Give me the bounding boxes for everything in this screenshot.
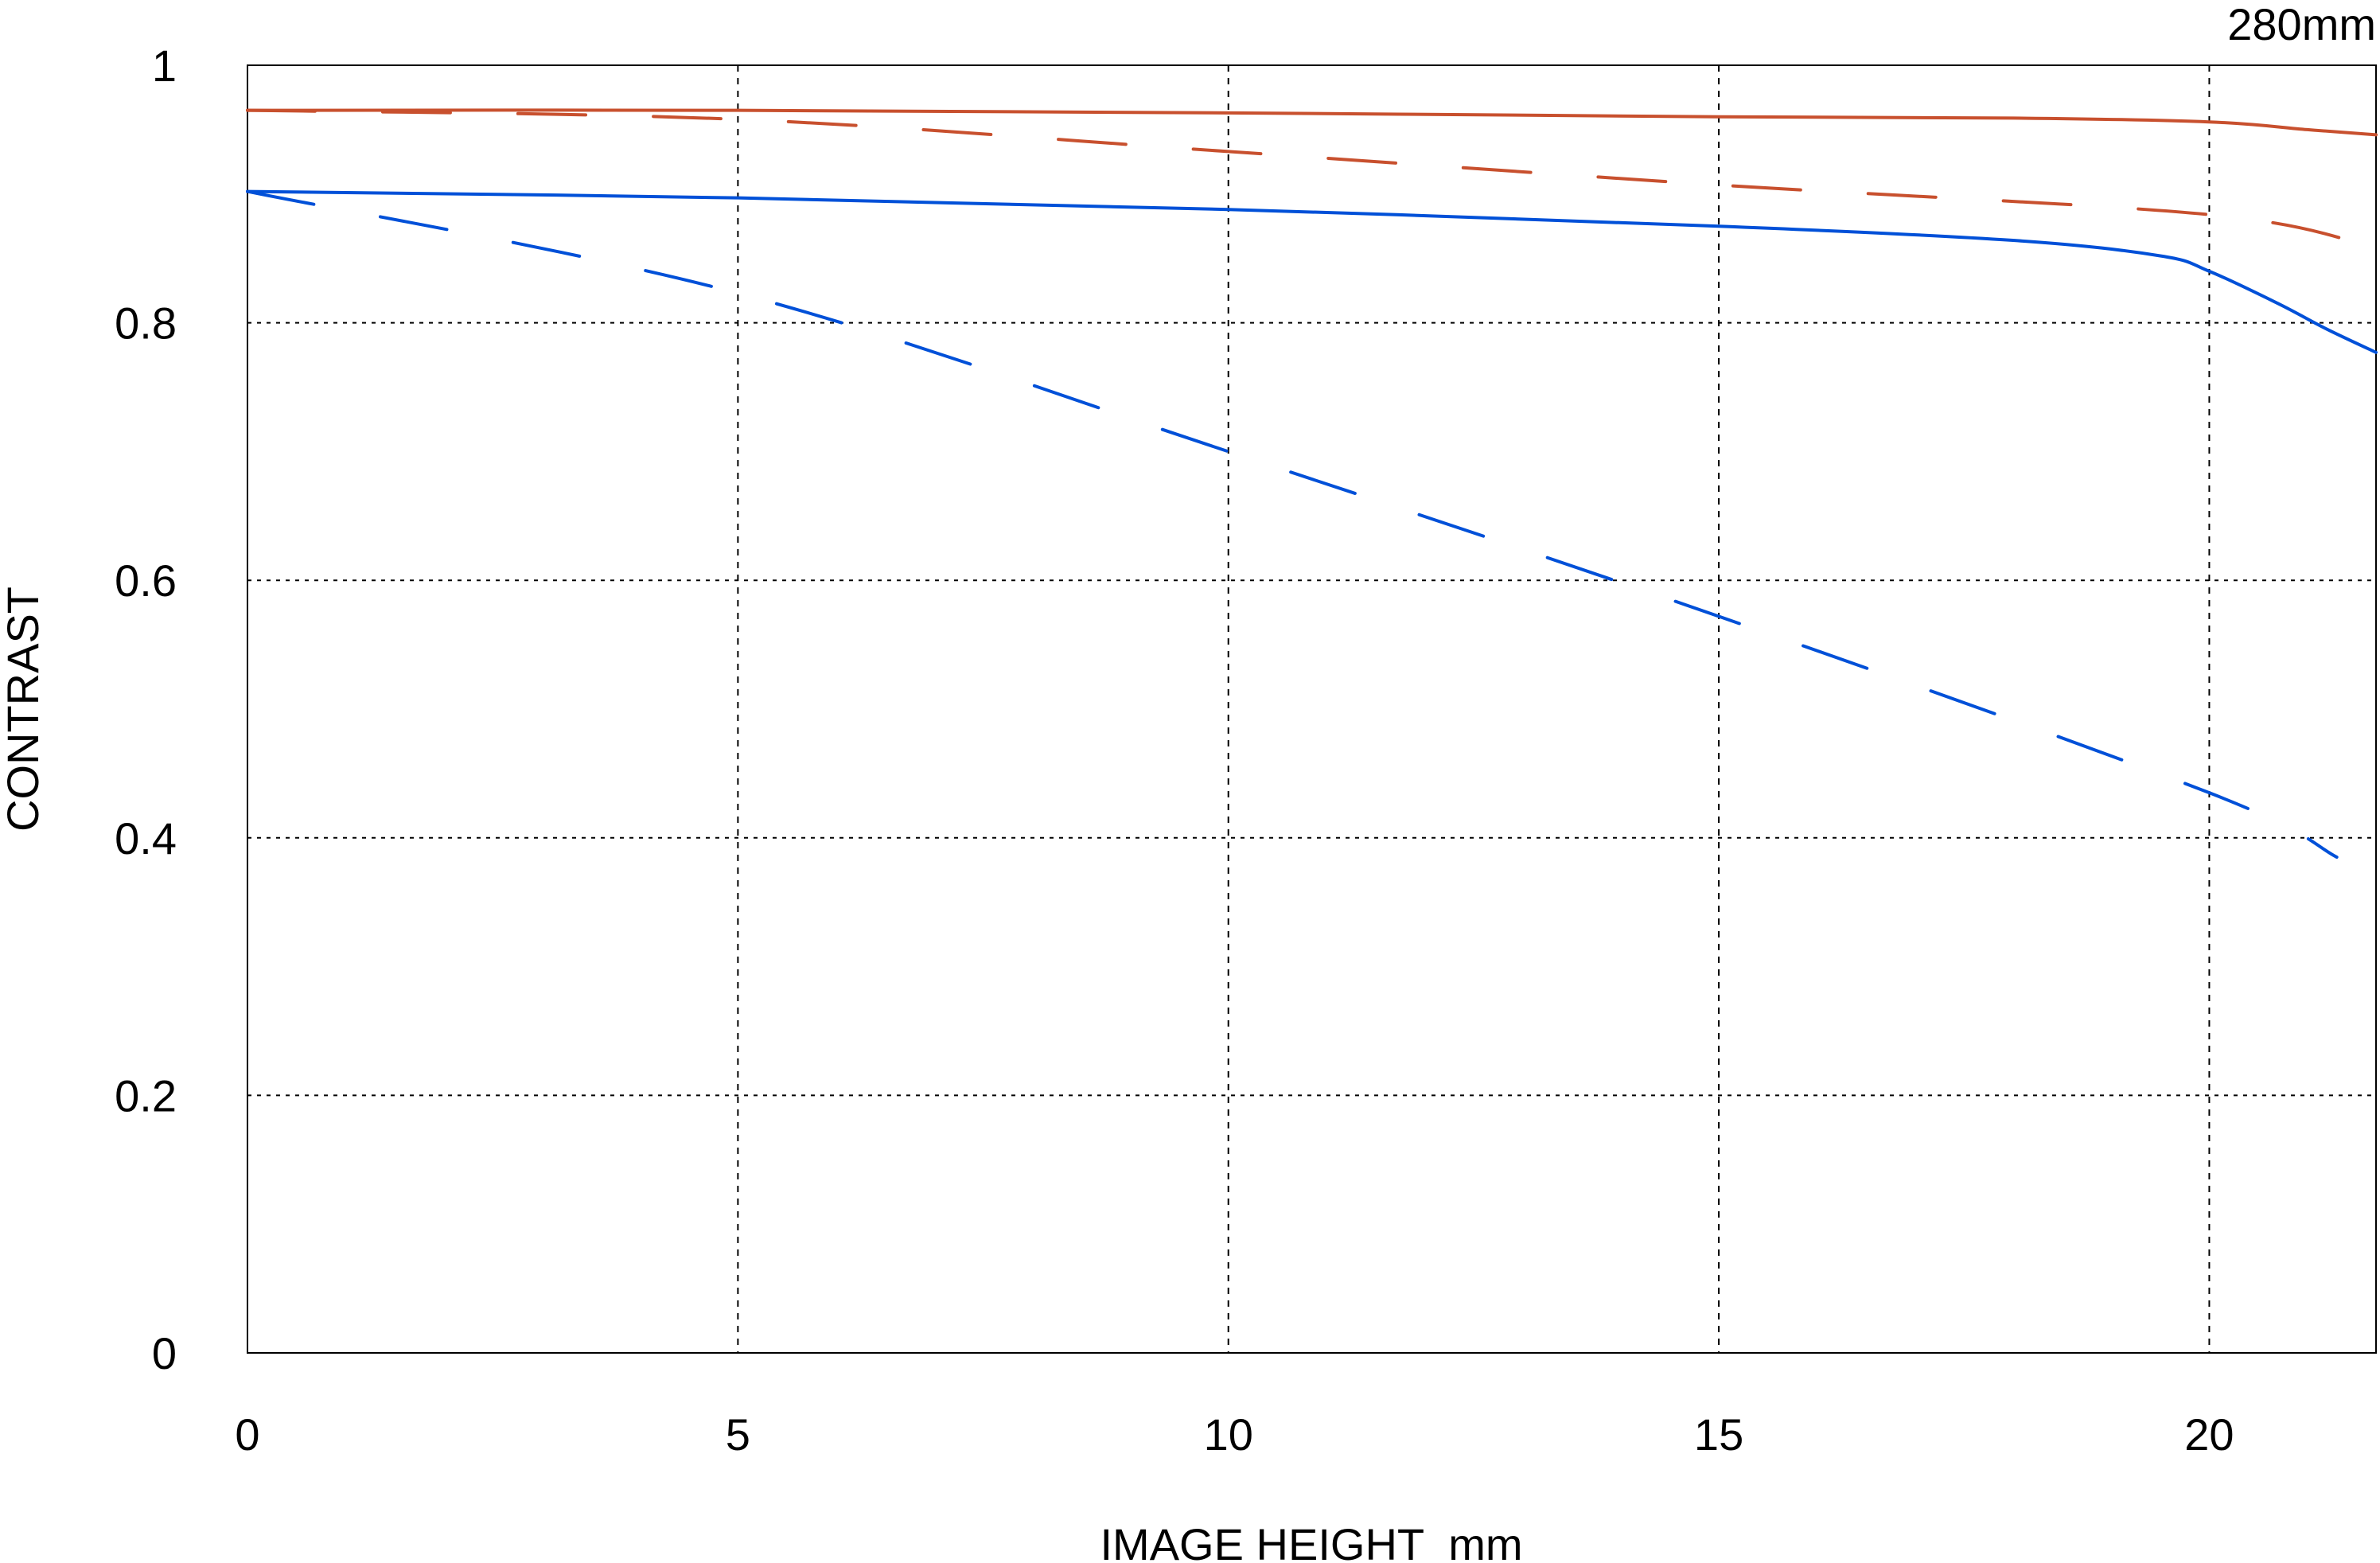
y-tick-label: 0.4 <box>115 813 177 863</box>
y-tick-label: 0.8 <box>115 298 177 349</box>
y-axis-label: CONTRAST <box>0 587 48 832</box>
series-line-blue-meridional <box>246 189 2339 859</box>
x-axis-label: IMAGE HEIGHT mm <box>1100 1519 1523 1563</box>
y-tick-label: 0.2 <box>115 1070 177 1121</box>
series-line-blue-sagittal <box>246 189 2378 354</box>
series-line-red-meridional <box>246 108 2378 250</box>
tick-labels: 0 5 10 15 20 0 0.2 0.4 0.6 0.8 1 <box>115 41 2234 1460</box>
plot-frame <box>247 64 2377 1354</box>
x-tick-label: 5 <box>726 1409 750 1460</box>
y-tick-label: 1 <box>152 41 177 91</box>
x-tick-label: 0 <box>235 1409 259 1460</box>
series-line-red-sagittal <box>246 108 2378 137</box>
y-tick-label: 0.6 <box>115 555 177 606</box>
x-tick-label: 10 <box>1204 1409 1253 1460</box>
x-tick-label: 15 <box>1694 1409 1743 1460</box>
series-group <box>246 108 2378 859</box>
y-tick-label: 0 <box>152 1328 177 1378</box>
grid <box>247 65 2376 1353</box>
x-tick-label: 20 <box>2184 1409 2234 1460</box>
chart-title: 280mm <box>2227 0 2376 49</box>
